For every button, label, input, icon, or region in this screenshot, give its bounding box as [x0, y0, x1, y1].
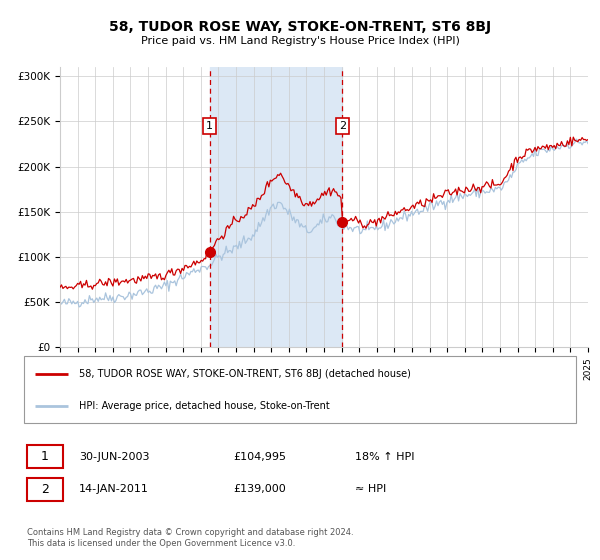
FancyBboxPatch shape — [27, 478, 62, 501]
Text: HPI: Average price, detached house, Stoke-on-Trent: HPI: Average price, detached house, Stok… — [79, 401, 330, 411]
Text: 1: 1 — [206, 121, 213, 131]
Text: 58, TUDOR ROSE WAY, STOKE-ON-TRENT, ST6 8BJ: 58, TUDOR ROSE WAY, STOKE-ON-TRENT, ST6 … — [109, 20, 491, 34]
Text: 1: 1 — [41, 450, 49, 464]
Text: £104,995: £104,995 — [234, 452, 287, 462]
Text: Price paid vs. HM Land Registry's House Price Index (HPI): Price paid vs. HM Land Registry's House … — [140, 36, 460, 46]
Bar — [209, 67, 343, 347]
Text: 14-JAN-2011: 14-JAN-2011 — [79, 484, 149, 494]
Text: Contains HM Land Registry data © Crown copyright and database right 2024.
This d: Contains HM Land Registry data © Crown c… — [27, 528, 353, 548]
Text: 2: 2 — [339, 121, 346, 131]
FancyBboxPatch shape — [24, 356, 576, 423]
Text: 2: 2 — [41, 483, 49, 496]
Text: £139,000: £139,000 — [234, 484, 287, 494]
Text: 30-JUN-2003: 30-JUN-2003 — [79, 452, 150, 462]
Text: 18% ↑ HPI: 18% ↑ HPI — [355, 452, 415, 462]
Text: ≈ HPI: ≈ HPI — [355, 484, 386, 494]
Text: 58, TUDOR ROSE WAY, STOKE-ON-TRENT, ST6 8BJ (detached house): 58, TUDOR ROSE WAY, STOKE-ON-TRENT, ST6 … — [79, 370, 411, 380]
FancyBboxPatch shape — [27, 446, 62, 468]
